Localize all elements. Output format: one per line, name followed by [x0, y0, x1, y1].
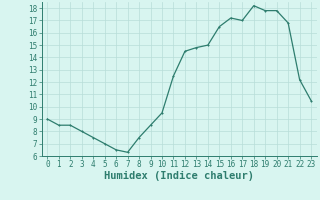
X-axis label: Humidex (Indice chaleur): Humidex (Indice chaleur): [104, 171, 254, 181]
